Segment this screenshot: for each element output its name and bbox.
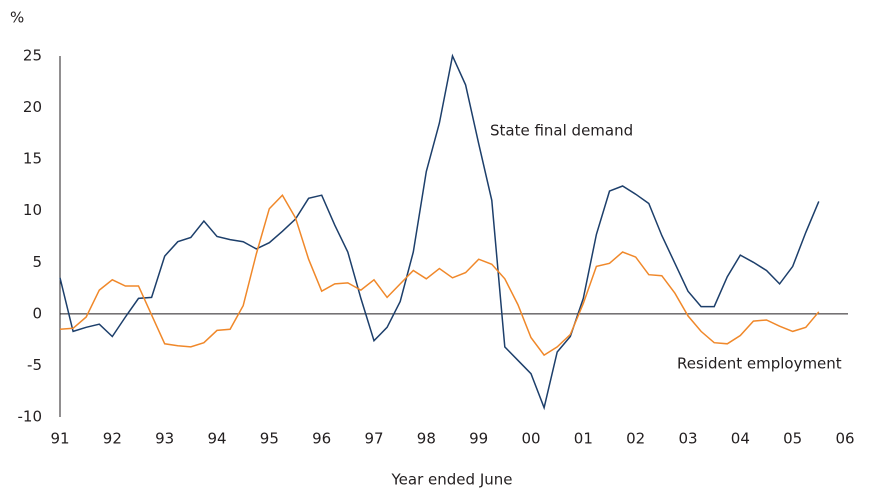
series-line [59, 53, 820, 411]
x-tick-label: 95 [260, 430, 279, 448]
x-tick-label: 03 [678, 430, 697, 448]
x-tick-label: 01 [574, 430, 593, 448]
x-tick-label: 91 [50, 430, 69, 448]
y-tick-label: 5 [32, 253, 42, 271]
y-tick-label: 0 [32, 304, 42, 322]
x-tick-label: 98 [417, 430, 436, 448]
x-tick-label: 04 [731, 430, 750, 448]
y-unit: % [10, 9, 24, 27]
y-tick-label: -5 [27, 356, 42, 374]
x-tick-label: 02 [626, 430, 645, 448]
y-tick-label: 20 [23, 98, 42, 116]
y-tick-label: 10 [23, 201, 42, 219]
x-tick-label: 97 [364, 430, 383, 448]
x-axis-label: Year ended June [391, 471, 513, 489]
x-tick-label: 06 [835, 430, 854, 448]
x-tick-label: 99 [469, 430, 488, 448]
series-label: Resident employment [677, 355, 842, 373]
x-tick-label: 00 [521, 430, 540, 448]
y-tick-label: 25 [23, 47, 42, 65]
y-tick-label: -10 [18, 408, 43, 426]
x-tick-label: 96 [312, 430, 331, 448]
series-label: State final demand [490, 122, 633, 140]
x-tick-label: 92 [103, 430, 122, 448]
y-tick-label: 15 [23, 150, 42, 168]
x-tick-label: 94 [207, 430, 226, 448]
x-tick-label: 05 [783, 430, 802, 448]
x-tick-label: 93 [155, 430, 174, 448]
series-line [59, 193, 820, 357]
